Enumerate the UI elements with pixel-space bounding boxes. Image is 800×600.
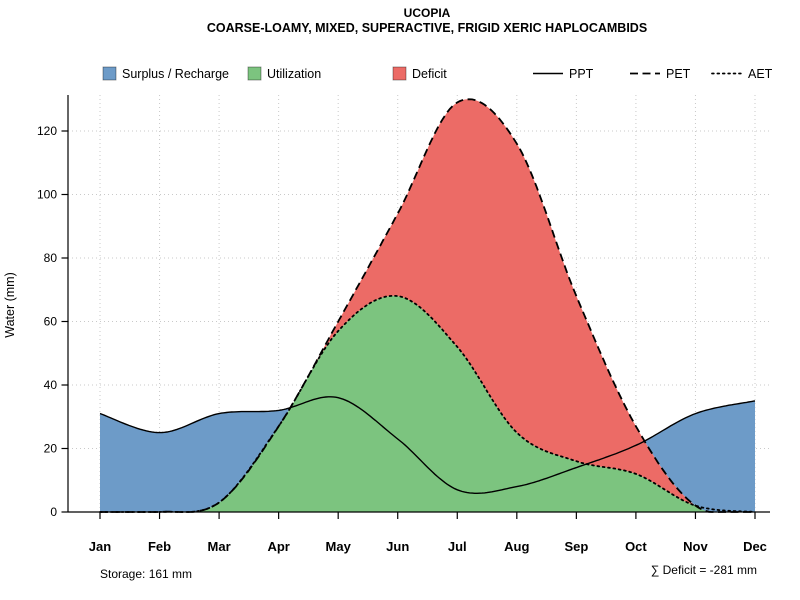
- legend-label-deficit: Deficit: [412, 67, 447, 81]
- deficit-swatch: [392, 66, 407, 81]
- legend-label-utilization: Utilization: [267, 67, 321, 81]
- legend-label-ppt: PPT: [569, 67, 594, 81]
- plot-area: 0 20 40 60 80 100 120 Jan Feb Mar Apr May Jun Jul Aug S…: [37, 95, 770, 554]
- x-tick-label-apr: Apr: [267, 539, 289, 554]
- aet-curve: [99, 294, 756, 513]
- area-utilization: [194, 295, 751, 512]
- y-tick-label: 100: [37, 188, 57, 202]
- x-tick-label-jul: Jul: [448, 539, 467, 554]
- legend: Surplus / Recharge Utilization Deficit P…: [102, 66, 773, 81]
- y-tick-label: 80: [44, 251, 58, 265]
- x-tick-label-jun: Jun: [386, 539, 409, 554]
- y-tick-label: 120: [37, 124, 57, 138]
- x-tick-label-dec: Dec: [743, 539, 767, 554]
- y-tick-label: 0: [50, 505, 57, 519]
- y-tick-label: 20: [44, 442, 58, 456]
- x-tick-label-feb: Feb: [148, 539, 171, 554]
- chart-subtitle: COARSE-LOAMY, MIXED, SUPERACTIVE, FRIGID…: [207, 21, 647, 35]
- area-deficit: [315, 99, 693, 505]
- chart-title: UCOPIA: [404, 6, 451, 20]
- surplus-swatch: [102, 66, 117, 81]
- utilization-swatch: [247, 66, 262, 81]
- ppt-curve: [99, 396, 756, 494]
- area-surplus-recharge: [100, 408, 289, 512]
- legend-label-aet: AET: [748, 67, 773, 81]
- x-tick-label-nov: Nov: [683, 539, 708, 554]
- legend-label-pet: PET: [666, 67, 691, 81]
- y-tick-label: 40: [44, 378, 58, 392]
- x-tick-label-sep: Sep: [564, 539, 588, 554]
- x-tick-label-mar: Mar: [208, 539, 231, 554]
- x-tick-label-may: May: [326, 539, 352, 554]
- x-tick-label-jan: Jan: [89, 539, 111, 554]
- y-axis-label: Water (mm): [3, 272, 17, 338]
- deficit-sum-note: ∑ Deficit = -281 mm: [651, 563, 757, 577]
- storage-note: Storage: 161 mm: [100, 567, 192, 581]
- x-tick-label-oct: Oct: [625, 539, 647, 554]
- area-surplus-recharge: [645, 400, 755, 512]
- legend-label-surplus: Surplus / Recharge: [122, 67, 229, 81]
- y-tick-label: 60: [44, 315, 58, 329]
- x-tick-label-aug: Aug: [504, 539, 529, 554]
